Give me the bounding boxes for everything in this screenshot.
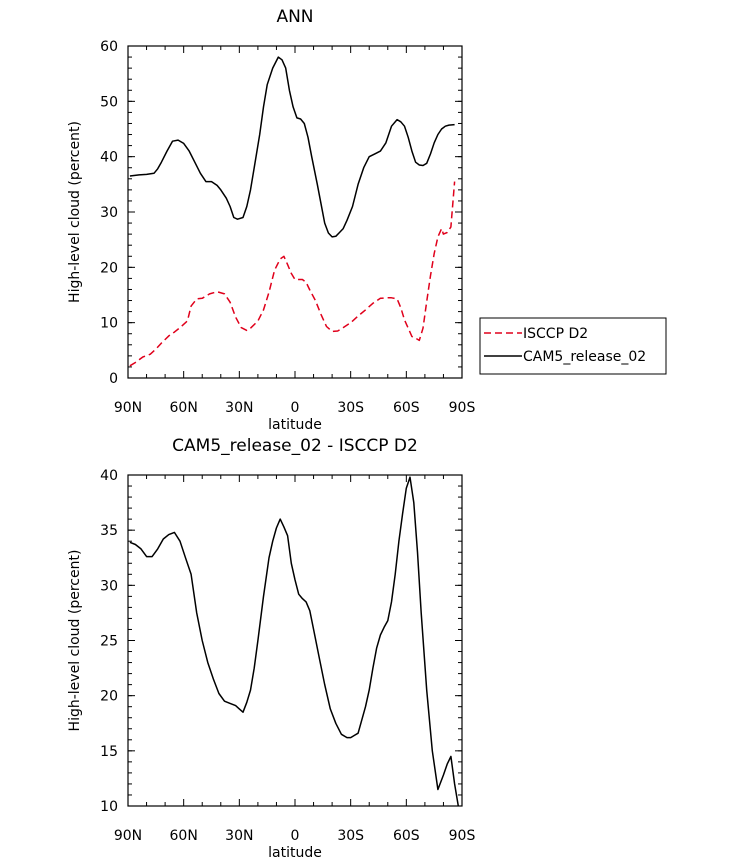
y-tick-label: 35	[100, 523, 118, 539]
y-tick-label: 20	[100, 689, 118, 705]
series-line-cam5-release-02	[129, 56, 455, 238]
x-tick-label: 60S	[393, 400, 420, 416]
x-axis-label: latitude	[268, 845, 322, 861]
y-tick-label: 40	[100, 150, 118, 166]
x-tick-label: 30S	[337, 828, 364, 844]
y-tick-label: 30	[100, 205, 118, 221]
y-tick-label: 0	[109, 371, 118, 387]
series-line-difference	[129, 476, 460, 807]
chart-title: ANN	[276, 7, 313, 27]
plot-area	[129, 476, 460, 807]
legend: ISCCP D2 CAM5_release_02	[479, 317, 667, 375]
y-axis-label: High-level cloud (percent)	[67, 550, 83, 732]
legend-box	[479, 317, 667, 375]
x-tick-label: 30N	[225, 400, 253, 416]
axis-ticks: 90N 60N 30N 0 30S 60S 90S 0 10 20 30 40 50 60	[100, 39, 475, 416]
x-tick-label: 60S	[393, 828, 420, 844]
chart-annual-high-level-cloud: ANN latitude High-level cloud (percent) …	[67, 7, 475, 433]
y-tick-label: 40	[100, 468, 118, 484]
x-tick-label: 90N	[114, 400, 142, 416]
x-tick-label: 90S	[449, 828, 476, 844]
plot-frame	[127, 474, 463, 807]
x-tick-label: 60N	[170, 828, 198, 844]
series-line-isccp-d2	[129, 181, 456, 367]
x-tick-label: 0	[291, 400, 300, 416]
y-tick-label: 15	[100, 744, 118, 760]
x-tick-label: 60N	[170, 400, 198, 416]
x-tick-label: 90N	[114, 828, 142, 844]
y-axis-label: High-level cloud (percent)	[67, 121, 83, 303]
y-tick-label: 30	[100, 578, 118, 594]
plot-area	[129, 56, 456, 367]
y-tick-label: 60	[100, 39, 118, 55]
y-tick-label: 25	[100, 634, 118, 650]
x-tick-label: 30N	[225, 828, 253, 844]
y-tick-label: 20	[100, 260, 118, 276]
x-tick-label: 0	[291, 828, 300, 844]
x-axis-label: latitude	[268, 417, 322, 433]
legend-label-cam5-release-02: CAM5_release_02	[523, 349, 646, 365]
chart-title: CAM5_release_02 - ISCCP D2	[172, 436, 418, 456]
y-tick-label: 50	[100, 94, 118, 110]
plot-frame	[127, 45, 463, 379]
axis-ticks: 90N 60N 30N 0 30S 60S 90S 10 15 20 25 30 35 40	[100, 468, 475, 844]
x-tick-label: 30S	[337, 400, 364, 416]
legend-label-isccp-d2: ISCCP D2	[523, 326, 588, 342]
y-tick-label: 10	[100, 799, 118, 815]
chart-difference-high-level-cloud: CAM5_release_02 - ISCCP D2 latitude High…	[67, 436, 475, 861]
x-tick-label: 90S	[449, 400, 476, 416]
y-tick-label: 10	[100, 316, 118, 332]
